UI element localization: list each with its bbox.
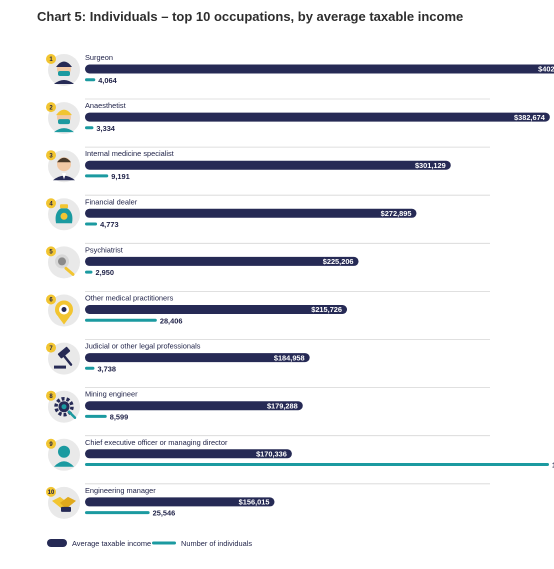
occupation-row: 3 Internal medicine specialist $301,129 9,1… [46,149,490,196]
rank-badge [46,102,56,113]
rank-label: 9 [49,442,53,448]
count-value-label: 4,064 [98,76,117,85]
occupation-row: 5 Psychiatrist $225,206 2,950 [46,245,490,292]
occupation-label: Mining engineer [85,390,138,399]
income-bar [85,64,554,74]
occupation-label: Anaesthetist [85,101,126,110]
gavel-icon [54,346,73,369]
occupation-label: Psychiatrist [85,245,123,254]
count-value-label: 9,191 [111,172,130,181]
rank-badge [46,198,56,209]
occupation-row: 1 Surgeon $402,582 4,064 [46,53,554,100]
rank-label: 8 [49,394,53,400]
medical-practitioner-icon [55,300,73,325]
rank-badge [46,294,56,305]
handshake-icon [52,496,76,512]
rank-badge [46,342,56,353]
rank-label: 10 [48,490,55,496]
income-bar [85,208,417,218]
specialist-icon [53,157,75,181]
income-bar [85,112,550,122]
income-value-label: $170,336 [256,450,287,459]
rank-label: 5 [49,250,53,256]
rank-label: 7 [49,346,53,352]
count-value-label: 3,738 [97,364,116,373]
chart-title: Chart 5: Individuals – top 10 occupation… [37,9,464,24]
occupation-label: Engineering manager [85,486,156,495]
count-value-label: 2,950 [95,268,114,277]
income-value-label: $382,674 [514,113,546,122]
income-value-label: $402,582 [538,65,554,74]
legend-count-swatch [152,541,176,545]
surgeon-icon [54,61,74,84]
count-bar [85,126,94,130]
count-bar [85,270,93,274]
count-value-label: 25,546 [153,509,176,518]
income-bar [85,353,310,363]
count-bar [85,414,107,418]
occupation-label: Financial dealer [85,197,138,206]
occupation-label: Internal medicine specialist [85,149,174,158]
legend-income-swatch [47,539,67,547]
occupation-row: 7 Judicial or other legal professionals $1… [46,342,490,389]
income-bar [85,449,292,459]
income-value-label: $179,288 [267,401,298,410]
occupation-label: Chief executive officer or managing dire… [85,438,228,447]
count-bar [85,222,98,226]
rank-label: 2 [49,105,53,111]
occupation-row: 2 Anaesthetist $382,674 3,334 [46,101,550,148]
rank-label: 1 [49,57,53,63]
income-bar [85,256,359,266]
anaesthetist-icon [54,109,74,133]
rank-badge [46,150,56,161]
count-bar [85,366,95,370]
occupation-row: 6 Other medical practitioners $215,726 28,4… [46,294,490,340]
rank-badge [46,438,56,449]
occupation-row: 10 Engineering manager $156,015 25,546 [46,486,275,519]
occupation-label: Surgeon [85,53,113,62]
psychiatrist-icon [55,254,75,276]
occupation-row: 8 Mining engineer $179,288 8,599 [46,390,490,437]
count-bar [85,174,109,178]
count-value-label: 183,483 [552,461,554,470]
occupation-row: 9 Chief executive officer or managing dir… [46,438,554,485]
rank-badge [46,486,56,497]
income-bar [85,497,275,507]
legend: Average taxable income Number of individu… [47,539,252,548]
count-value-label: 3,334 [96,124,115,133]
income-bar [85,305,348,314]
income-value-label: $225,206 [323,257,354,266]
income-value-label: $156,015 [239,498,270,507]
occupation-label: Judicial or other legal professionals [85,342,201,351]
rank-badge [46,54,56,64]
legend-income-label: Average taxable income [72,539,151,548]
rank-label: 3 [49,153,53,159]
rank-label: 4 [49,202,53,208]
count-value-label: 4,773 [100,220,119,229]
count-bar [85,318,157,322]
legend-count-label: Number of individuals [181,539,252,548]
count-value-label: 28,406 [160,316,183,325]
rank-label: 6 [49,298,53,304]
rank-badge [46,246,56,257]
executive-icon [54,445,74,467]
rank-badge [46,390,56,401]
income-value-label: $272,895 [381,209,412,218]
income-value-label: $184,958 [274,353,305,362]
income-bar [85,401,303,411]
count-bar [85,78,96,82]
count-bar [85,511,150,515]
income-value-label: $215,726 [311,305,342,314]
money-bag-icon [55,204,73,224]
count-value-label: 8,599 [110,413,129,422]
income-value-label: $301,129 [415,161,446,170]
occupation-label: Other medical practitioners [85,294,174,303]
count-bar [85,463,549,466]
occupation-row: 4 Financial dealer $272,895 4,773 [46,197,490,244]
gear-icon [54,396,77,419]
income-bar [85,160,451,170]
